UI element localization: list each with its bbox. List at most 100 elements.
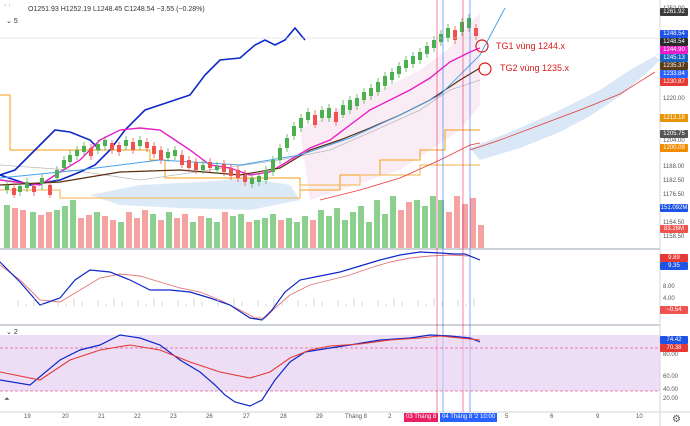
time-axis-label: Tháng 8	[345, 414, 368, 420]
candle-body	[446, 28, 450, 38]
volume-bar	[406, 202, 412, 248]
candle-body	[285, 138, 289, 148]
time-cursor-tag: 10:00	[478, 413, 498, 422]
volume-bar	[38, 215, 44, 248]
volume-bar	[262, 218, 268, 248]
candle-body	[334, 112, 338, 122]
candle-body	[404, 60, 408, 68]
volume-bar	[350, 212, 356, 248]
trading-view-logo-icon[interactable]: ⏶	[4, 396, 10, 403]
volume-bar	[70, 200, 76, 248]
candle-body	[460, 22, 464, 32]
price-tag: 1248.54	[660, 38, 688, 46]
cloud-edge-red	[469, 71, 656, 151]
candle-body	[257, 176, 261, 182]
candle-body	[390, 72, 394, 80]
ohlc-readout: O1251.93 H1252.19 L1248.45 C1248.54 −3.5…	[28, 6, 205, 13]
kijun-line	[0, 94, 480, 191]
candle-body	[131, 142, 135, 150]
time-cursor-tag: 04 Tháng 8 '22	[440, 413, 484, 422]
volume-bar	[438, 200, 444, 248]
time-axis-label: 27	[243, 414, 250, 420]
candle-body	[418, 52, 422, 60]
macd-axis-label: 8.00	[663, 284, 675, 290]
candle-body	[474, 28, 478, 36]
macd-value-tag: 9.89	[660, 254, 688, 262]
price-tag: 1245.13	[660, 54, 688, 62]
candle-body	[194, 162, 198, 170]
candle-body	[62, 160, 66, 168]
collapse-icon: ⌄	[6, 329, 12, 336]
indicator-count: 5	[13, 18, 18, 25]
macd-axis-label: 4.00	[663, 296, 675, 302]
annotation-tg2[interactable]: TG2 vùng 1235.x	[500, 63, 570, 73]
bollinger-band	[300, 14, 480, 200]
candle-body	[48, 185, 52, 195]
volume-bar	[310, 220, 316, 248]
candle-body	[320, 110, 324, 118]
pane-collapse-toggle[interactable]: ⌄ 5	[6, 17, 18, 25]
volume-bar	[110, 220, 116, 248]
volume-bar	[198, 216, 204, 248]
volume-bar	[118, 222, 124, 248]
candle-body	[103, 140, 107, 146]
volume-bar	[30, 212, 36, 248]
volume-bar	[20, 210, 26, 248]
volume-bar	[134, 218, 140, 248]
ma-lightblue-line	[0, 7, 506, 179]
volume-bar	[430, 196, 436, 248]
price-tag: 1261.92	[660, 8, 688, 16]
symbol-mark: · ·	[4, 2, 11, 9]
ema-blue-line	[0, 26, 306, 186]
candle-body	[313, 115, 317, 125]
target-circle-tg2	[478, 62, 492, 76]
candle-body	[355, 98, 359, 106]
candle-body	[299, 118, 303, 128]
time-axis-label: 6	[550, 414, 554, 420]
candle-body	[201, 165, 205, 170]
volume-bar	[206, 218, 212, 248]
price-axis-label: 1176.50	[663, 192, 685, 198]
price-axis-label: 1220.00	[663, 96, 685, 102]
settings-icon[interactable]: ⚙	[672, 414, 681, 425]
candle-body	[159, 150, 163, 160]
volume-bar	[334, 208, 340, 248]
ema-magenta-line	[0, 47, 481, 186]
volume-bar	[358, 206, 364, 248]
annotation-tg1[interactable]: TG1 vùng 1244.x	[496, 41, 566, 51]
candle-body	[376, 82, 380, 92]
candle-body	[369, 88, 373, 96]
candle-body	[292, 126, 296, 136]
candle-body	[215, 166, 219, 170]
volume-bar	[454, 196, 460, 248]
rsi-axis-label: 80.00	[663, 352, 679, 358]
candle-body	[432, 40, 436, 48]
volume-bar	[190, 222, 196, 248]
candle-body	[236, 170, 240, 178]
candle-body	[89, 148, 93, 156]
candle-body	[383, 76, 387, 86]
candle-body	[271, 160, 275, 172]
volume-bar	[94, 212, 100, 248]
candle-body	[208, 162, 212, 168]
volume-bar	[462, 204, 468, 248]
candle-body	[75, 150, 79, 156]
price-axis-label: 1158.50	[663, 234, 685, 240]
time-axis-label: 10	[636, 414, 643, 420]
collapse-icon: ⌄	[6, 18, 12, 25]
time-axis-label: 19	[24, 414, 31, 420]
rsi-pane-toggle[interactable]: ⌄ 2	[6, 328, 18, 336]
time-axis-label: 5	[505, 414, 509, 420]
volume-bar	[286, 218, 292, 248]
candle-body	[264, 170, 268, 180]
volume-bar	[230, 216, 236, 248]
volume-bar	[238, 214, 244, 248]
price-tag: 1248.54	[660, 30, 688, 38]
candle-body	[117, 145, 121, 152]
volume-bar	[278, 220, 284, 248]
rsi-value-tag: 70.38	[660, 344, 688, 352]
time-axis-label: 20	[62, 414, 69, 420]
candle-body	[40, 178, 44, 184]
time-axis-label: 21	[98, 414, 105, 420]
